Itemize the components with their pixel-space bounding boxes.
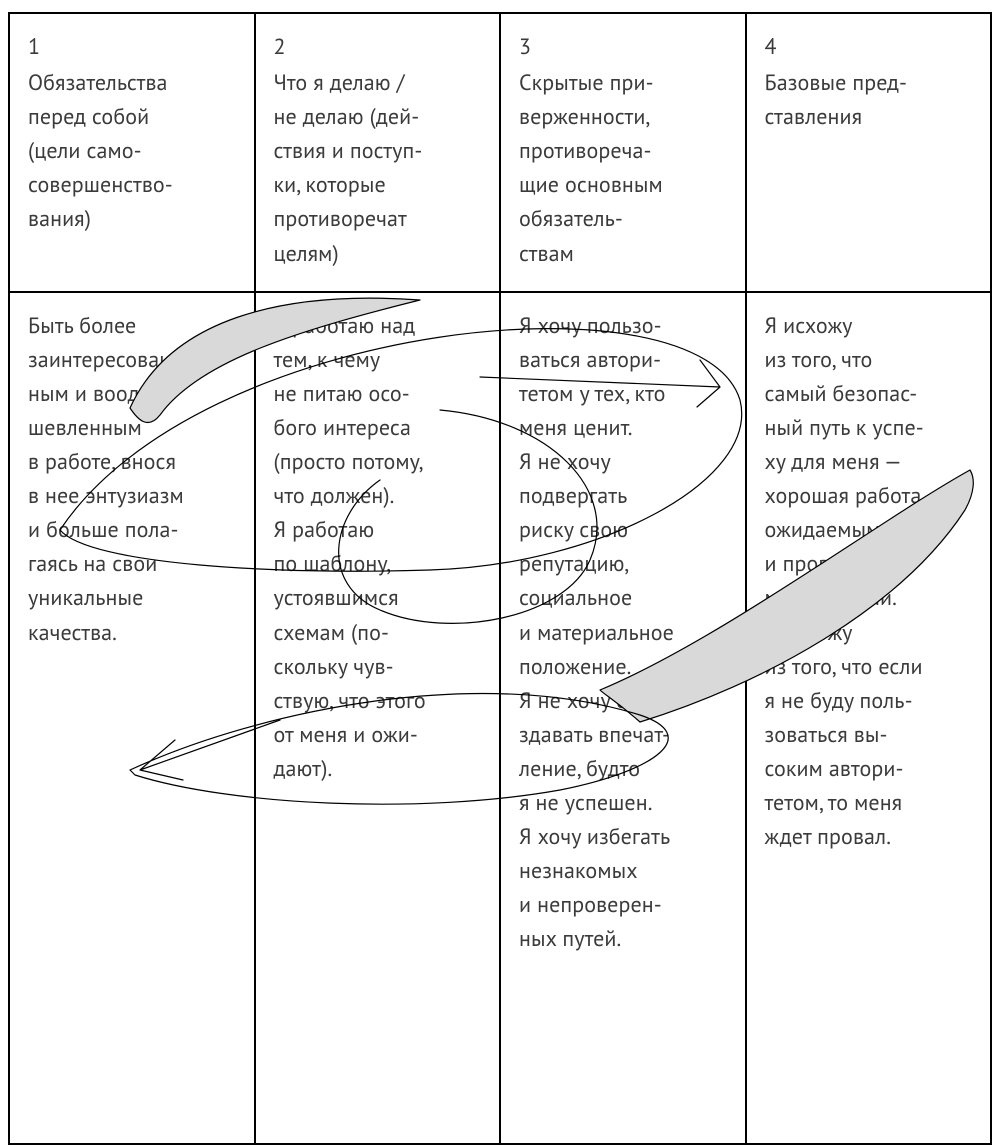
col-number: 1 <box>28 30 236 64</box>
cell-text: Я хочу пользо- ваться автори- тетом у те… <box>519 312 674 954</box>
table-body-row: Быть более заинтересован- ным и вооду- ш… <box>9 292 991 1144</box>
table-header-row: 1 Обязательства перед собой (цели само- … <box>9 13 991 292</box>
cell-text: Я работаю над тем, к чему не питаю осо- … <box>274 312 426 783</box>
header-cell-2: 2 Что я делаю / не делаю (дей- ствия и п… <box>255 13 501 292</box>
header-cell-1: 1 Обязательства перед собой (цели само- … <box>9 13 255 292</box>
cell-text: Я исхожу из того, что самый безопас- ный… <box>765 312 924 851</box>
body-cell-2: Я работаю над тем, к чему не питаю осо- … <box>255 292 501 1144</box>
header-cell-4: 4 Базовые пред- ставления <box>746 13 992 292</box>
cell-text: Быть более заинтересован- ным и вооду- ш… <box>28 312 184 647</box>
col-title: Обязательства перед собой (цели само- со… <box>28 69 173 233</box>
col-title: Скрытые при- верженности, противореча- щ… <box>519 69 663 267</box>
col-number: 3 <box>519 30 727 64</box>
col-number: 2 <box>274 30 482 64</box>
body-cell-1: Быть более заинтересован- ным и вооду- ш… <box>9 292 255 1144</box>
col-title: Базовые пред- ставления <box>765 69 908 131</box>
body-cell-3: Я хочу пользо- ваться автори- тетом у те… <box>500 292 746 1144</box>
immunity-map-table: 1 Обязательства перед собой (цели само- … <box>8 12 992 1096</box>
table: 1 Обязательства перед собой (цели само- … <box>8 12 992 1145</box>
col-number: 4 <box>765 30 973 64</box>
col-title: Что я делаю / не делаю (дей- ствия и пос… <box>274 69 423 267</box>
body-cell-4: Я исхожу из того, что самый безопас- ный… <box>746 292 992 1144</box>
header-cell-3: 3 Скрытые при- верженности, противореча-… <box>500 13 746 292</box>
